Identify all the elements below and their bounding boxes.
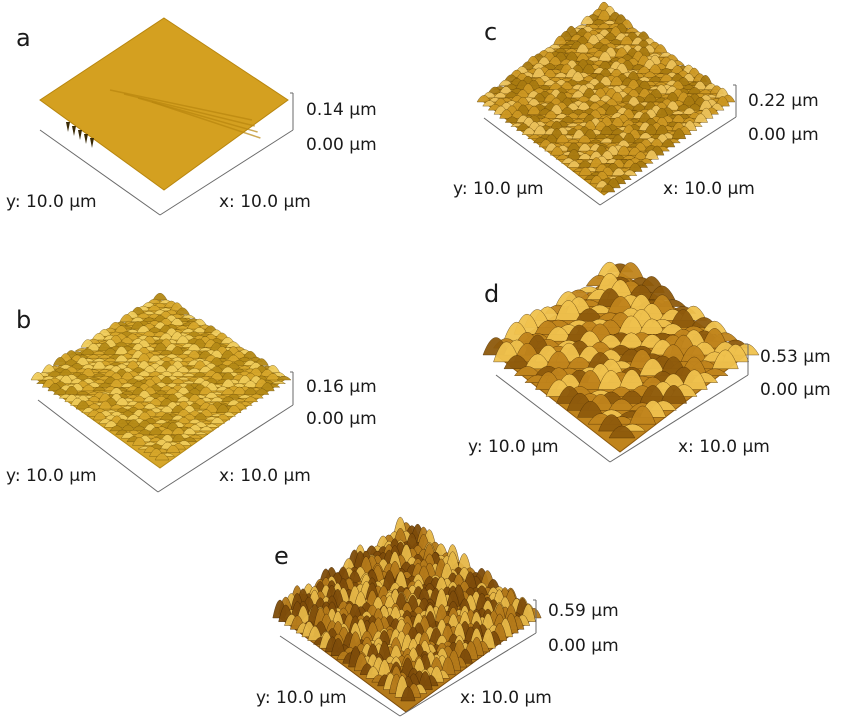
panel-letter-d: d	[484, 280, 499, 308]
x-axis-label-e: x: 10.0 µm	[460, 688, 552, 708]
x-axis-label-b: x: 10.0 µm	[219, 466, 311, 486]
axis-frame-c	[483, 84, 737, 206]
z-max-label-c: 0.22 µm	[748, 91, 819, 111]
x-axis-label-c: x: 10.0 µm	[663, 179, 755, 199]
panel-letter-a: a	[16, 24, 31, 52]
afm-surface-a	[40, 18, 289, 191]
x-axis-label-d: x: 10.0 µm	[678, 437, 770, 457]
z-min-label-b: 0.00 µm	[306, 409, 377, 429]
axis-frame-b	[37, 371, 294, 493]
y-axis-label-a: y: 10.0 µm	[6, 192, 97, 212]
z-min-label-a: 0.00 µm	[306, 135, 377, 155]
panel-d: d 0.53 µm 0.00 µm y: 10.0 µm x: 10.0 µm	[468, 261, 831, 463]
z-min-label-c: 0.00 µm	[748, 125, 819, 145]
panel-c: c 0.22 µm 0.00 µm y: 10.0 µm x: 10.0 µm	[453, 1, 819, 206]
afm-surface-b	[30, 292, 292, 469]
y-axis-label-e: y: 10.0 µm	[256, 688, 347, 708]
axis-frame-a	[39, 92, 294, 216]
panel-letter-c: c	[484, 18, 497, 46]
afm-surface-d	[482, 261, 760, 453]
z-min-label-e: 0.00 µm	[548, 636, 619, 656]
z-max-label-b: 0.16 µm	[306, 377, 377, 397]
panel-b: b 0.16 µm 0.00 µm y: 10.0 µm x: 10.0 µm	[6, 292, 377, 493]
panel-e: e 0.59 µm 0.00 µm y: 10.0 µm x: 10.0 µm	[256, 516, 619, 717]
z-min-label-d: 0.00 µm	[760, 380, 831, 400]
z-max-label-e: 0.59 µm	[548, 601, 619, 621]
afm-surface-e	[272, 516, 542, 713]
x-axis-label-a: x: 10.0 µm	[219, 192, 311, 212]
axis-frame-e	[279, 599, 537, 717]
y-axis-label-c: y: 10.0 µm	[453, 179, 544, 199]
panel-a: a 0.14 µm 0.00 µm y: 10.0 µm x: 10.0 µm	[6, 18, 377, 216]
panel-letter-e: e	[274, 542, 289, 570]
afm-surface-c	[476, 1, 736, 196]
y-axis-label-d: y: 10.0 µm	[468, 437, 559, 457]
z-max-label-d: 0.53 µm	[760, 347, 831, 367]
panel-letter-b: b	[16, 306, 31, 334]
y-axis-label-b: y: 10.0 µm	[6, 466, 97, 486]
z-max-label-a: 0.14 µm	[306, 100, 377, 120]
axis-frame-d	[495, 343, 749, 463]
